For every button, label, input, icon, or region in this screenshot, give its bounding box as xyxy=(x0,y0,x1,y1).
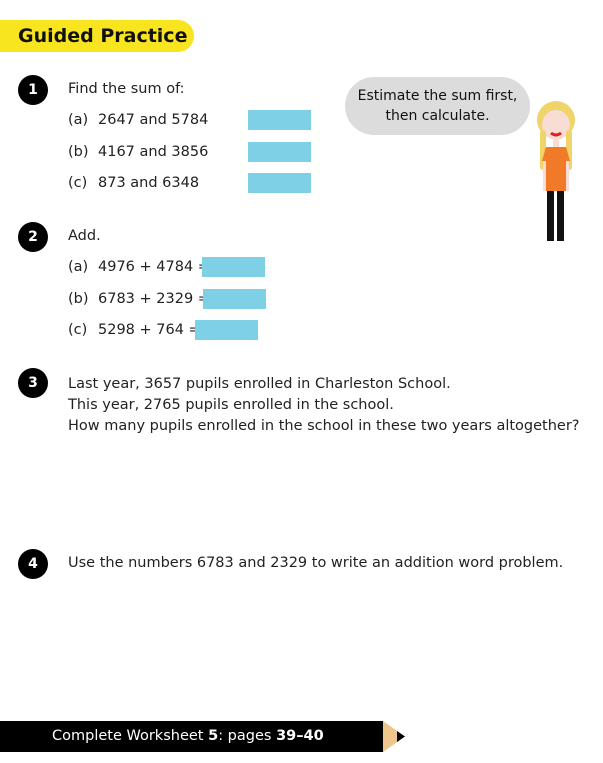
item-text: 4167 and 3856 xyxy=(98,144,209,160)
section-title: Guided Practice xyxy=(18,25,188,47)
question-text: Last year, 3657 pupils enrolled in Charl… xyxy=(68,376,451,392)
item-text: 4976 + 4784 = xyxy=(98,259,210,275)
footer-text: Complete Worksheet 5: pages 39–40 xyxy=(52,728,324,744)
item-text: 5298 + 764 = xyxy=(98,322,201,338)
answer-box[interactable] xyxy=(248,110,311,130)
question-text: This year, 2765 pupils enrolled in the s… xyxy=(68,397,394,413)
answer-box[interactable] xyxy=(202,257,265,277)
worksheet-pencil-banner: Complete Worksheet 5: pages 39–40 xyxy=(0,721,383,752)
speech-bubble: Estimate the sum first, then calculate. xyxy=(345,77,530,135)
item-label: (c) xyxy=(68,175,88,191)
question-number: 2 xyxy=(18,222,48,252)
footer-text-part: : pages xyxy=(218,728,277,744)
question-text: Use the numbers 6783 and 2329 to write a… xyxy=(68,555,564,571)
worksheet-number: 5 xyxy=(208,728,219,744)
answer-box[interactable] xyxy=(248,142,311,162)
bubble-line: Estimate the sum first, xyxy=(357,88,518,104)
girl-character-illustration xyxy=(520,101,575,241)
question-number: 1 xyxy=(18,75,48,105)
question-number: 4 xyxy=(18,549,48,579)
item-label: (a) xyxy=(68,112,89,128)
question-number: 3 xyxy=(18,368,48,398)
item-text: 873 and 6348 xyxy=(98,175,200,191)
footer-text-part: Complete Worksheet xyxy=(52,728,209,744)
page-range: 39–40 xyxy=(276,728,324,744)
answer-box[interactable] xyxy=(203,289,266,309)
item-label: (a) xyxy=(68,259,89,275)
section-banner: Guided Practice xyxy=(0,20,194,52)
item-text: 6783 + 2329 = xyxy=(98,291,210,307)
item-label: (b) xyxy=(68,144,89,160)
question-prompt: Find the sum of: xyxy=(68,81,185,97)
pencil-tip-icon xyxy=(383,721,405,752)
answer-box[interactable] xyxy=(195,320,258,340)
item-label: (b) xyxy=(68,291,89,307)
question-text: How many pupils enrolled in the school i… xyxy=(68,418,580,434)
bubble-line: then calculate. xyxy=(385,108,490,124)
question-prompt: Add. xyxy=(68,228,101,244)
answer-box[interactable] xyxy=(248,173,311,193)
item-text: 2647 and 5784 xyxy=(98,112,209,128)
item-label: (c) xyxy=(68,322,88,338)
